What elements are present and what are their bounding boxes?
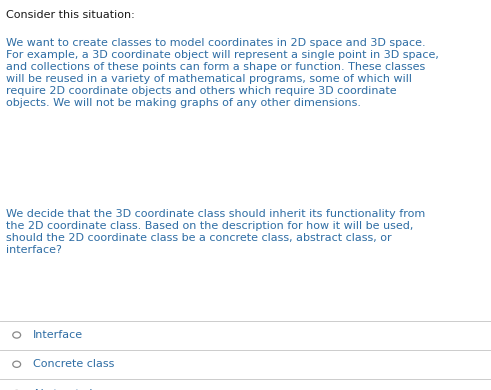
Text: Abstract class: Abstract class (33, 388, 111, 390)
Text: Consider this situation:: Consider this situation: (6, 10, 135, 20)
Text: We decide that the 3D coordinate class should inherit its functionality from
the: We decide that the 3D coordinate class s… (6, 209, 425, 255)
Text: We want to create classes to model coordinates in 2D space and 3D space.
For exa: We want to create classes to model coord… (6, 38, 439, 108)
Text: Concrete class: Concrete class (33, 359, 114, 369)
Text: Interface: Interface (33, 330, 83, 340)
